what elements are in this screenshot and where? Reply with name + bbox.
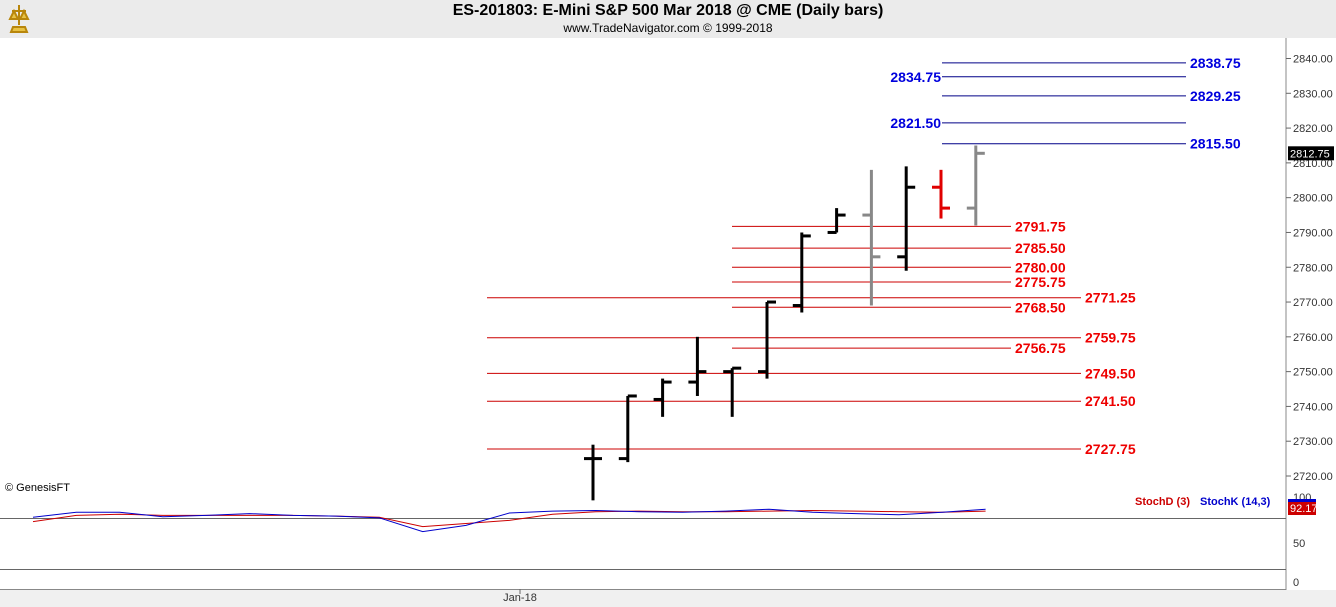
support-label: 2759.75 bbox=[1085, 330, 1136, 346]
price-tick-label: 2720.00 bbox=[1293, 471, 1333, 483]
price-tick-label: 2840.00 bbox=[1293, 54, 1333, 66]
price-tick-label: 2830.00 bbox=[1293, 88, 1333, 100]
price-tick-label: 2760.00 bbox=[1293, 332, 1333, 344]
support-label: 2768.50 bbox=[1015, 299, 1066, 315]
time-tick-label: Jan-18 bbox=[503, 592, 537, 604]
indicator-last-value: 92.17 bbox=[1290, 503, 1318, 515]
price-tick-label: 2790.00 bbox=[1293, 227, 1333, 239]
last-price-label: 2812.75 bbox=[1290, 148, 1330, 160]
indicator-tick-label: 50 bbox=[1293, 538, 1305, 550]
chart-subtitle: www.TradeNavigator.com © 1999-2018 bbox=[563, 21, 773, 35]
support-label: 2791.75 bbox=[1015, 218, 1066, 234]
chart-frame bbox=[0, 38, 1336, 607]
trade-navigator-logo bbox=[4, 3, 34, 35]
support-label: 2741.50 bbox=[1085, 393, 1136, 409]
resistance-label: 2838.75 bbox=[1190, 55, 1241, 71]
price-tick-label: 2810.00 bbox=[1293, 158, 1333, 170]
resistance-label: 2834.75 bbox=[890, 69, 941, 85]
copyright-label: © GenesisFT bbox=[5, 482, 70, 494]
price-tick-label: 2730.00 bbox=[1293, 436, 1333, 448]
stochastic-panel: StochD (3) StochK (14,3)© GenesisFT050100… bbox=[5, 482, 1318, 589]
support-label: 2771.25 bbox=[1085, 290, 1136, 306]
price-tick-label: 2740.00 bbox=[1293, 401, 1333, 413]
support-label: 2756.75 bbox=[1015, 340, 1066, 356]
price-tick-label: 2820.00 bbox=[1293, 123, 1333, 135]
stochd-value-box bbox=[1288, 502, 1316, 515]
price-axis: 2720.00 2730.00 2740.00 2750.00 2760.00 2770.… bbox=[1286, 54, 1334, 483]
stochk-label: StochK (14,3) bbox=[1200, 496, 1271, 508]
resistance-label: 2821.50 bbox=[890, 115, 941, 131]
support-label: 2780.00 bbox=[1015, 259, 1066, 275]
ohlc-bars bbox=[584, 145, 985, 501]
support-label: 2785.50 bbox=[1015, 240, 1066, 256]
price-tick-label: 2780.00 bbox=[1293, 262, 1333, 274]
chart-header: ES-201803: E-Mini S&P 500 Mar 2018 @ CME… bbox=[0, 0, 1336, 38]
support-label: 2727.75 bbox=[1085, 441, 1136, 457]
indicator-tick-label: 0 bbox=[1293, 577, 1299, 589]
time-axis: Jan-18 bbox=[503, 589, 537, 604]
price-tick-label: 2750.00 bbox=[1293, 367, 1333, 379]
last-price-box bbox=[1288, 146, 1334, 161]
support-label: 2775.75 bbox=[1015, 274, 1066, 290]
price-tick-label: 2800.00 bbox=[1293, 193, 1333, 205]
support-label: 2749.50 bbox=[1085, 365, 1136, 381]
resistance-label: 2815.50 bbox=[1190, 136, 1241, 152]
indicator-line bbox=[32, 508, 986, 533]
chart-title: ES-201803: E-Mini S&P 500 Mar 2018 @ CME… bbox=[452, 2, 884, 19]
resistance-label: 2829.25 bbox=[1190, 88, 1241, 104]
price-tick-label: 2770.00 bbox=[1293, 297, 1333, 309]
time-axis-background bbox=[0, 590, 1336, 607]
stochd-label: StochD (3) bbox=[1135, 496, 1190, 508]
